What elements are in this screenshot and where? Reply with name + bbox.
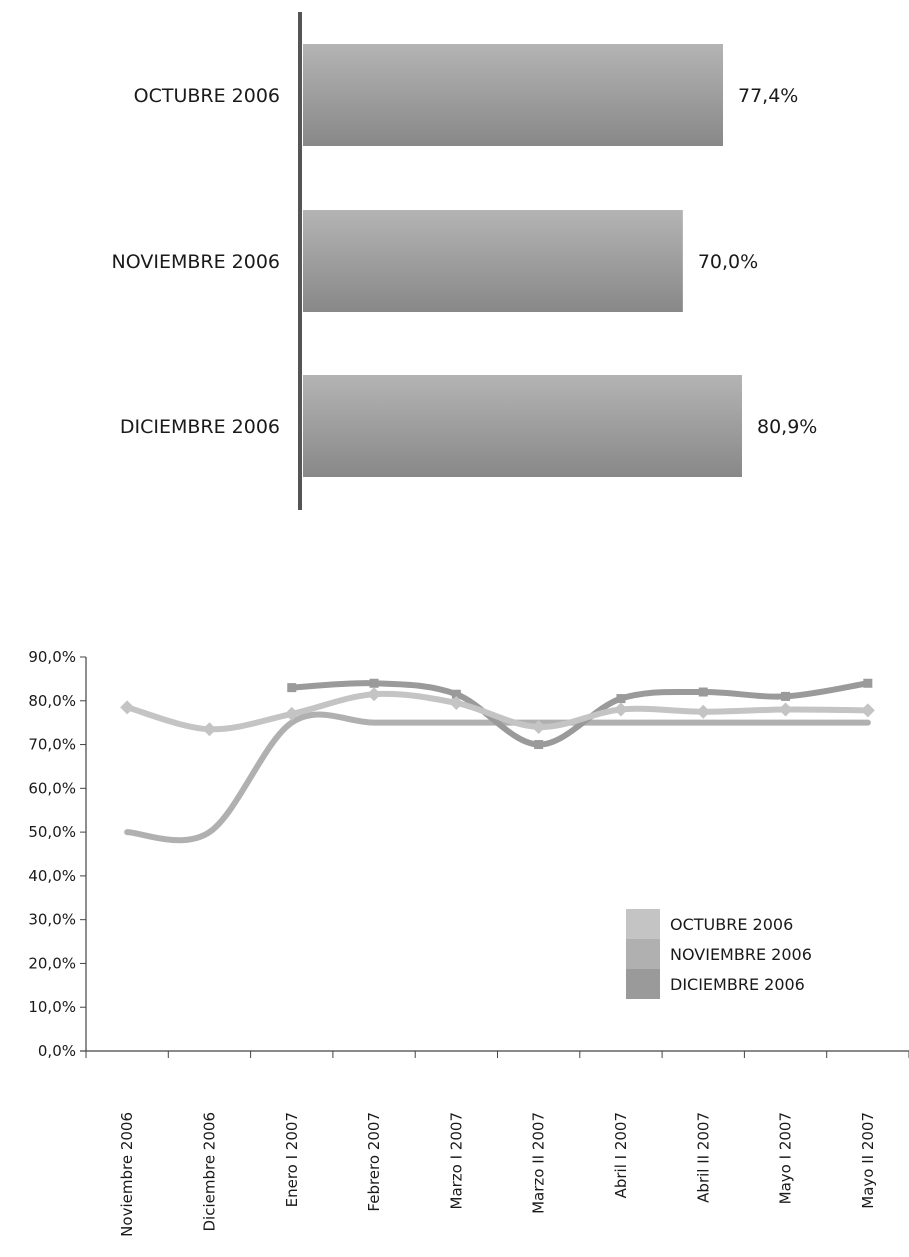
x-tick-label: Febrero 2007 [365, 1112, 383, 1212]
x-tick-label: Diciembre 2006 [200, 1112, 218, 1232]
legend-swatch-2 [626, 969, 660, 999]
series-line-1 [124, 711, 871, 844]
x-tick-label: Mayo II 2007 [859, 1112, 877, 1209]
bar-0 [303, 44, 723, 146]
series-point-2 [698, 687, 708, 697]
legend-label: OCTUBRE 2006 [670, 915, 793, 934]
y-tick-label: 0,0% [38, 1042, 76, 1060]
series-point-0 [120, 700, 135, 715]
series-point-2 [863, 678, 873, 688]
x-tick-label: Abril I 2007 [612, 1112, 630, 1198]
bar-value-label: 80,9% [757, 416, 817, 438]
series-point-2 [287, 683, 297, 693]
x-tick-label: Marzo I 2007 [447, 1112, 465, 1210]
series-point-0 [284, 706, 299, 721]
bar-category-label: NOVIEMBRE 2006 [112, 251, 280, 273]
series-point-2 [534, 740, 544, 750]
bar-category-label: OCTUBRE 2006 [134, 85, 280, 107]
series-point-2 [369, 678, 379, 688]
bar-value-label: 70,0% [698, 251, 758, 273]
bar-1 [303, 210, 683, 312]
bar-chart: OCTUBRE 2006 77,4% NOVIEMBRE 2006 70,0% DICI… [112, 12, 817, 510]
series-point-0 [860, 703, 875, 718]
series-point-0 [449, 695, 464, 710]
series-line-0 [124, 690, 871, 733]
y-tick-label: 10,0% [28, 998, 76, 1016]
series-point-0 [531, 720, 546, 735]
series-point-0 [202, 722, 217, 737]
series-point-0 [778, 702, 793, 717]
x-tick-label: Mayo I 2007 [777, 1112, 795, 1204]
x-tick-label: Enero I 2007 [283, 1112, 301, 1207]
legend-label: DICIEMBRE 2006 [670, 975, 805, 994]
y-tick-label: 40,0% [28, 867, 76, 885]
series-line-2 [288, 680, 871, 748]
legend-swatch-0 [626, 909, 660, 939]
bar-value-label: 77,4% [738, 85, 798, 107]
series-point-0 [696, 704, 711, 719]
x-tick-label: Abril II 2007 [694, 1112, 712, 1203]
y-tick-label: 30,0% [28, 911, 76, 929]
series-point-0 [367, 687, 382, 702]
series-point-0 [613, 702, 628, 717]
x-tick-label: Marzo II 2007 [530, 1112, 548, 1214]
y-tick-label: 60,0% [28, 779, 76, 797]
y-tick-label: 70,0% [28, 736, 76, 754]
y-tick-label: 50,0% [28, 823, 76, 841]
series-point-2 [451, 689, 461, 699]
legend-swatch-1 [626, 939, 660, 969]
bar-2 [303, 375, 742, 477]
line-chart: 0,0% 10,0% 20,0% 30,0% 40,0% 50,0% 60,0% 70,0% 8… [28, 648, 909, 1237]
y-tick-label: 20,0% [28, 954, 76, 972]
legend-label: NOVIEMBRE 2006 [670, 945, 812, 964]
bar-category-label: DICIEMBRE 2006 [120, 416, 280, 438]
y-tick-label: 80,0% [28, 692, 76, 710]
y-tick-label: 90,0% [28, 648, 76, 666]
series-point-2 [616, 694, 626, 704]
series-point-2 [781, 691, 791, 701]
x-tick-label: Noviembre 2006 [118, 1112, 136, 1237]
